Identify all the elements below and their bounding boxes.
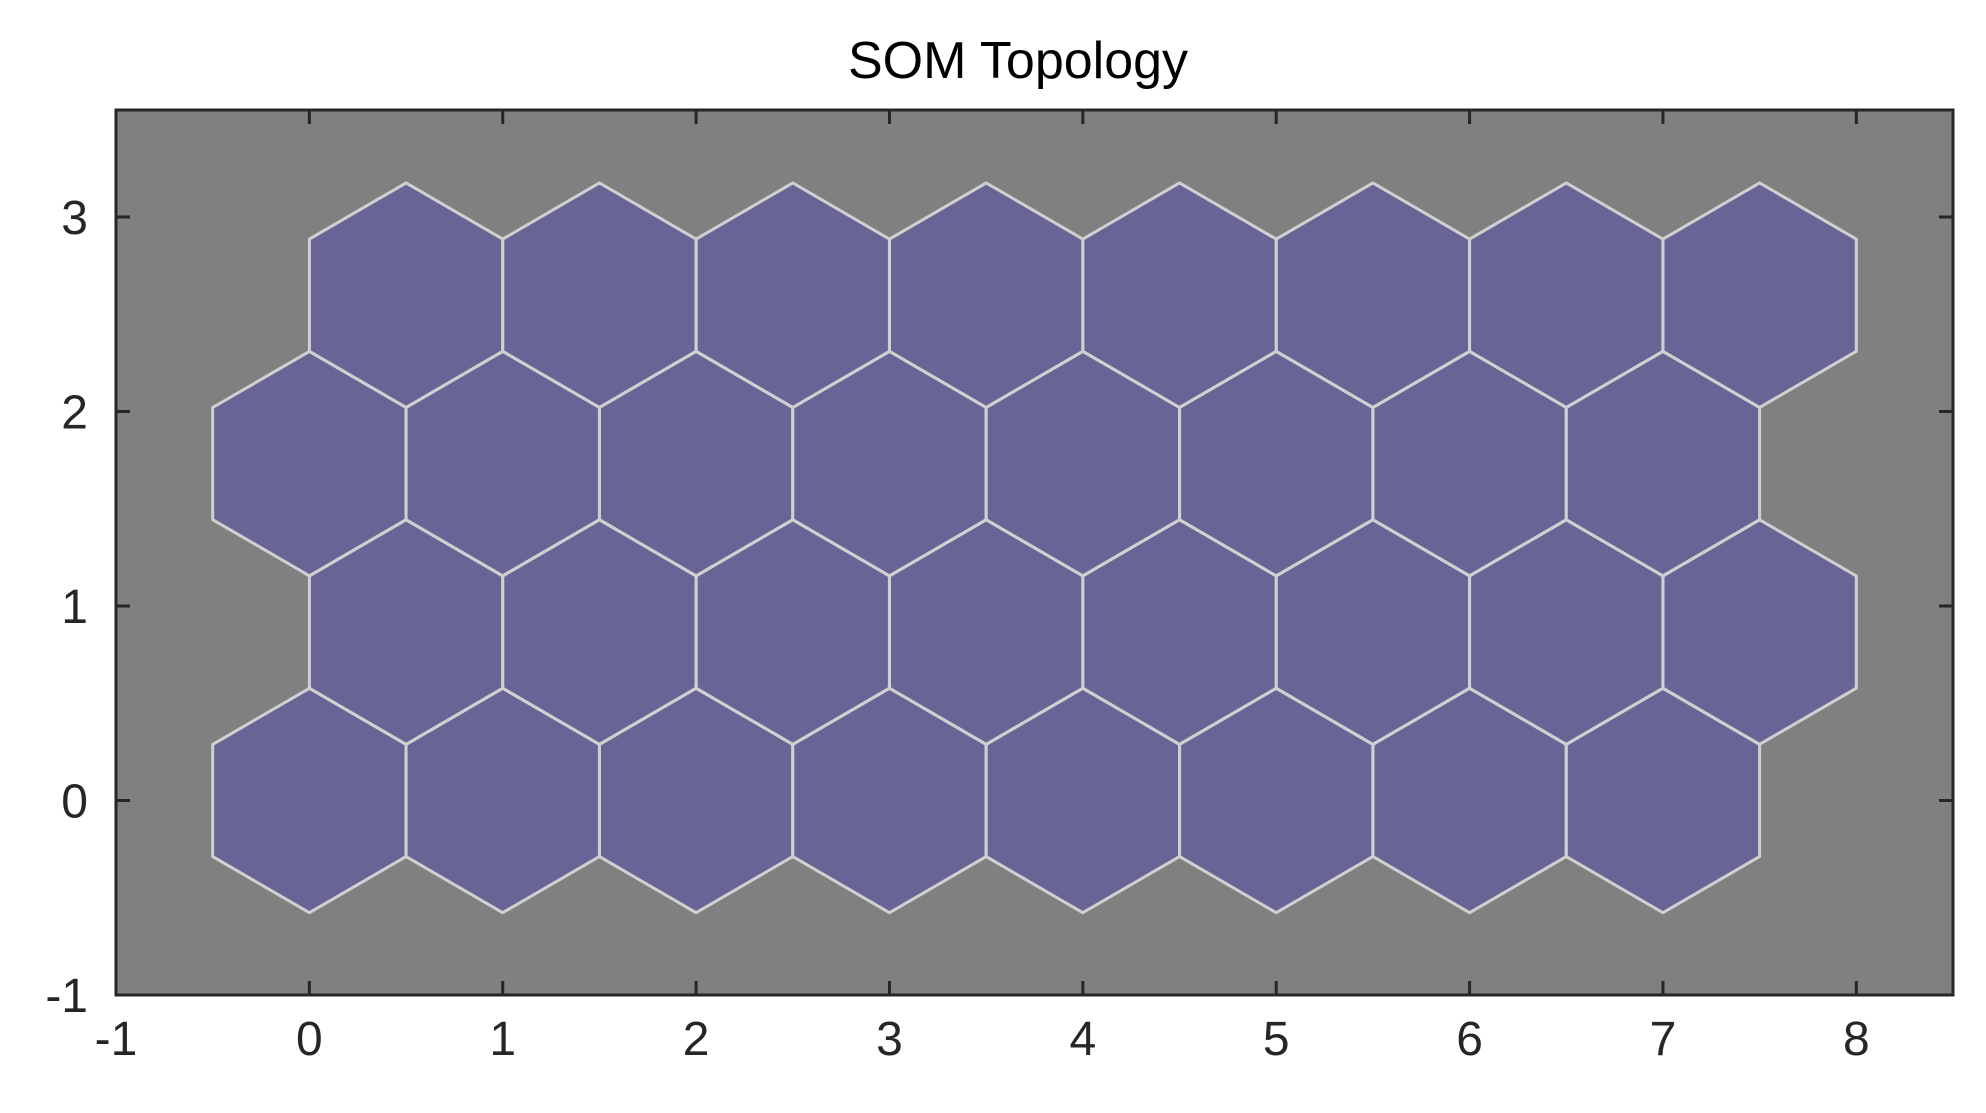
axis-ticks: -1 0 1 2 3 4 5 6 7 8 -1 0 1 2 3	[45, 110, 1953, 1066]
x-tick-label: 0	[296, 1013, 323, 1066]
x-tick-label: 8	[1843, 1013, 1870, 1066]
hexagon-layer	[211, 181, 1858, 915]
y-tick-label: -1	[45, 970, 88, 1023]
y-tick-label: 2	[61, 386, 88, 439]
x-tick-label: 5	[1263, 1013, 1290, 1066]
x-tick-label: 7	[1650, 1013, 1677, 1066]
neuron-hexagon	[1661, 181, 1858, 409]
y-tick-label: 0	[61, 775, 88, 828]
chart-title: SOM Topology	[848, 32, 1188, 90]
y-tick-label: 3	[61, 192, 88, 245]
plot-frame	[114, 108, 1955, 997]
x-tick-label: 6	[1456, 1013, 1483, 1066]
x-tick-label: 3	[876, 1013, 903, 1066]
x-tick-label: -1	[95, 1013, 138, 1066]
y-tick-label: 1	[61, 581, 88, 634]
x-tick-label: 1	[489, 1013, 516, 1066]
x-tick-label: 4	[1069, 1013, 1096, 1066]
x-tick-label: 2	[683, 1013, 710, 1066]
